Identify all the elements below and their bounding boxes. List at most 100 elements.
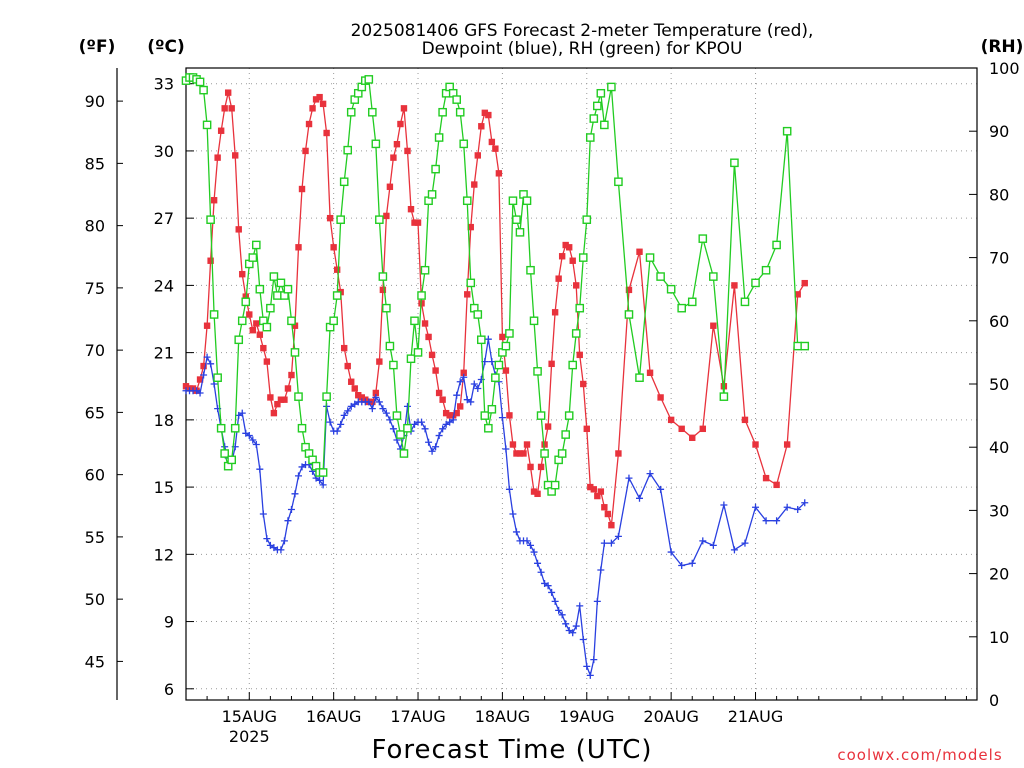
temperature-point	[464, 291, 471, 298]
temperature-point	[576, 351, 583, 359]
temperature-point	[544, 423, 552, 430]
temperature-point	[467, 223, 474, 231]
dewpoint-point	[512, 528, 520, 536]
rh-point	[336, 215, 345, 224]
dewpoint-point	[252, 441, 260, 449]
rh-point	[255, 284, 265, 294]
temperature-point	[523, 441, 531, 448]
y-left-tick-label: 21	[154, 344, 174, 363]
dewpoint-point	[365, 398, 373, 406]
rh-point	[283, 284, 293, 294]
rh-point	[392, 411, 402, 420]
credit-text: coolwx.com/models	[837, 746, 1002, 764]
dewpoint-point	[467, 398, 475, 406]
dewpoint-point	[762, 517, 770, 525]
temperature-point	[558, 253, 566, 260]
temperature-point	[604, 510, 612, 518]
temperature-point	[267, 394, 274, 401]
dewpoint-point	[421, 425, 429, 433]
temperature-point	[801, 279, 808, 287]
rh-point	[550, 480, 560, 490]
rh-point	[209, 310, 219, 319]
temperature-point	[678, 425, 685, 433]
dewpoint-point	[277, 546, 285, 554]
temperature-point	[407, 205, 415, 213]
rh-point	[505, 329, 514, 338]
temperature-point	[404, 147, 411, 155]
rh-point	[793, 341, 803, 351]
dewpoint-point	[600, 539, 608, 547]
temperature-point	[657, 394, 664, 401]
temperature-point	[376, 358, 383, 365]
dewpoint-point	[340, 411, 348, 419]
temperature-point	[281, 396, 288, 403]
temperature-point	[488, 138, 496, 146]
dewpoint-point	[389, 425, 397, 433]
dewpoint-point	[463, 396, 471, 404]
dewpoint-point	[551, 597, 559, 605]
dewpoint-point	[709, 541, 717, 549]
temperature-point	[249, 327, 256, 334]
temperature-point	[530, 488, 538, 495]
dewpoint-point	[337, 420, 345, 428]
dewpoint-point	[474, 384, 482, 392]
temperature-point	[379, 286, 387, 294]
temperature-point	[228, 105, 235, 112]
temperature-point	[284, 385, 292, 392]
rh-point	[364, 75, 374, 84]
dewpoint-point	[586, 671, 594, 679]
y-right-tick-label: 80	[989, 185, 1009, 204]
dewpoint-point	[597, 566, 605, 574]
dewpoint-point	[298, 463, 306, 471]
temperature-point	[587, 483, 594, 491]
temperature-point	[562, 241, 569, 249]
dewpoint-point	[203, 353, 211, 361]
rh-point	[371, 139, 381, 149]
temperature-point	[752, 441, 759, 448]
dewpoint-point	[460, 373, 468, 381]
temperature-point	[432, 367, 439, 374]
temperature-point	[196, 376, 204, 383]
dewpoint-point	[558, 611, 566, 619]
rh-point	[677, 303, 686, 313]
rh-point	[491, 373, 500, 382]
y-fahrenheit-tick-label: 55	[85, 528, 105, 547]
dewpoint-point	[326, 418, 334, 426]
x-axis-title: Forecast Time (UTC)	[371, 735, 652, 765]
temperature-point	[390, 154, 397, 161]
temperature-point	[239, 270, 246, 278]
temperature-point	[478, 123, 485, 130]
rh-point	[455, 107, 465, 117]
dewpoint-point	[238, 409, 246, 417]
y-fahrenheit-tick-label: 60	[85, 466, 105, 485]
rh-point	[438, 107, 447, 117]
dewpoint-point	[488, 358, 496, 366]
temperature-point	[625, 286, 633, 294]
y-right-tick-label: 0	[989, 691, 999, 710]
rh-point	[751, 278, 760, 288]
temperature-point	[291, 322, 299, 329]
dewpoint-point	[287, 506, 295, 514]
dewpoint-point	[783, 503, 791, 511]
temperature-point	[485, 111, 492, 119]
series-layer	[181, 73, 810, 679]
rh-point	[252, 240, 261, 250]
rh-point	[585, 133, 595, 142]
dewpoint-point	[382, 409, 390, 417]
temperature-point	[333, 266, 341, 273]
dewpoint-point	[576, 602, 584, 610]
dewpoint-point	[523, 537, 531, 545]
dewpoint-point	[572, 622, 580, 630]
y-right-tick-label: 40	[989, 438, 1009, 457]
rh-point	[561, 430, 570, 439]
temperature-point	[341, 344, 348, 352]
rh-point	[477, 335, 486, 345]
temperature-line	[185, 92, 806, 526]
temperature-point	[541, 441, 548, 448]
dewpoint-point	[294, 472, 302, 480]
temperature-point	[439, 396, 446, 403]
temperature-series	[182, 89, 808, 529]
y-fahrenheit-tick-label: 65	[85, 403, 105, 422]
rh-point	[761, 265, 771, 275]
